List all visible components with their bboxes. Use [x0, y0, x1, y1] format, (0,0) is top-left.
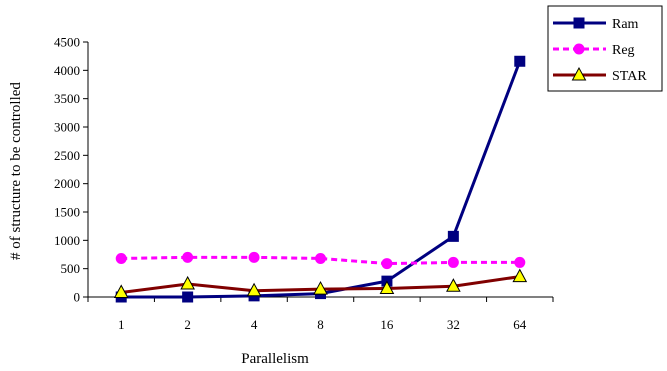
x-tick-label: 2 — [184, 317, 191, 332]
data-point-star — [246, 282, 262, 297]
legend-item-reg: Reg — [553, 43, 635, 58]
data-point-reg — [447, 256, 459, 268]
y-axis-title: # of structure to be controlled — [8, 82, 24, 260]
data-point-ram — [182, 291, 194, 303]
x-tick-label: 16 — [380, 317, 394, 332]
data-point-star — [113, 284, 129, 298]
series-ram — [115, 55, 526, 303]
legend-label: Reg — [612, 43, 635, 58]
y-tick-label: 500 — [61, 261, 81, 276]
series-reg — [115, 251, 526, 270]
y-tick-label: 2500 — [54, 148, 80, 163]
data-point-ram — [514, 55, 526, 67]
data-point-star — [512, 268, 528, 283]
y-tick-label: 4000 — [54, 63, 80, 78]
y-tick-label: 4500 — [54, 35, 80, 50]
plot-area: 0 500 1000 1500 2000 2500 3000 3500 4000 4500 1 2 4 8… — [54, 35, 554, 332]
data-point-ram — [447, 230, 459, 242]
legend-label: STAR — [612, 69, 647, 84]
legend-swatch-marker — [571, 66, 587, 81]
data-point-star — [446, 278, 461, 292]
y-tick-label: 0 — [74, 290, 81, 305]
data-point-star — [180, 275, 195, 290]
data-point-reg — [514, 256, 526, 268]
x-tick-label: 8 — [317, 317, 324, 332]
legend-swatch-marker — [573, 17, 585, 29]
data-point-reg — [381, 258, 393, 270]
series-star — [113, 268, 528, 298]
y-tick-label: 3500 — [54, 91, 80, 106]
legend-swatch-marker — [573, 43, 585, 55]
legend: Ram Reg STAR — [547, 5, 663, 92]
y-tick-label: 2000 — [54, 176, 80, 191]
x-axis-title: Parallelism — [241, 351, 309, 367]
data-point-reg — [115, 252, 127, 264]
x-tick-label: 32 — [447, 317, 460, 332]
x-tick-label: 4 — [251, 317, 258, 332]
legend-item-ram: Ram — [553, 17, 639, 32]
x-tick-label: 1 — [118, 317, 125, 332]
y-tick-label: 1000 — [54, 233, 80, 248]
x-tick-label: 64 — [513, 317, 527, 332]
data-point-reg — [315, 252, 326, 264]
legend-item-star: STAR — [553, 66, 647, 84]
y-tick-label: 1500 — [54, 205, 80, 220]
y-tick-label: 3000 — [54, 120, 80, 135]
data-point-star — [379, 280, 395, 294]
legend-label: Ram — [612, 17, 639, 32]
data-point-reg — [182, 251, 194, 263]
data-point-reg — [248, 251, 260, 263]
data-point-star — [313, 281, 328, 295]
